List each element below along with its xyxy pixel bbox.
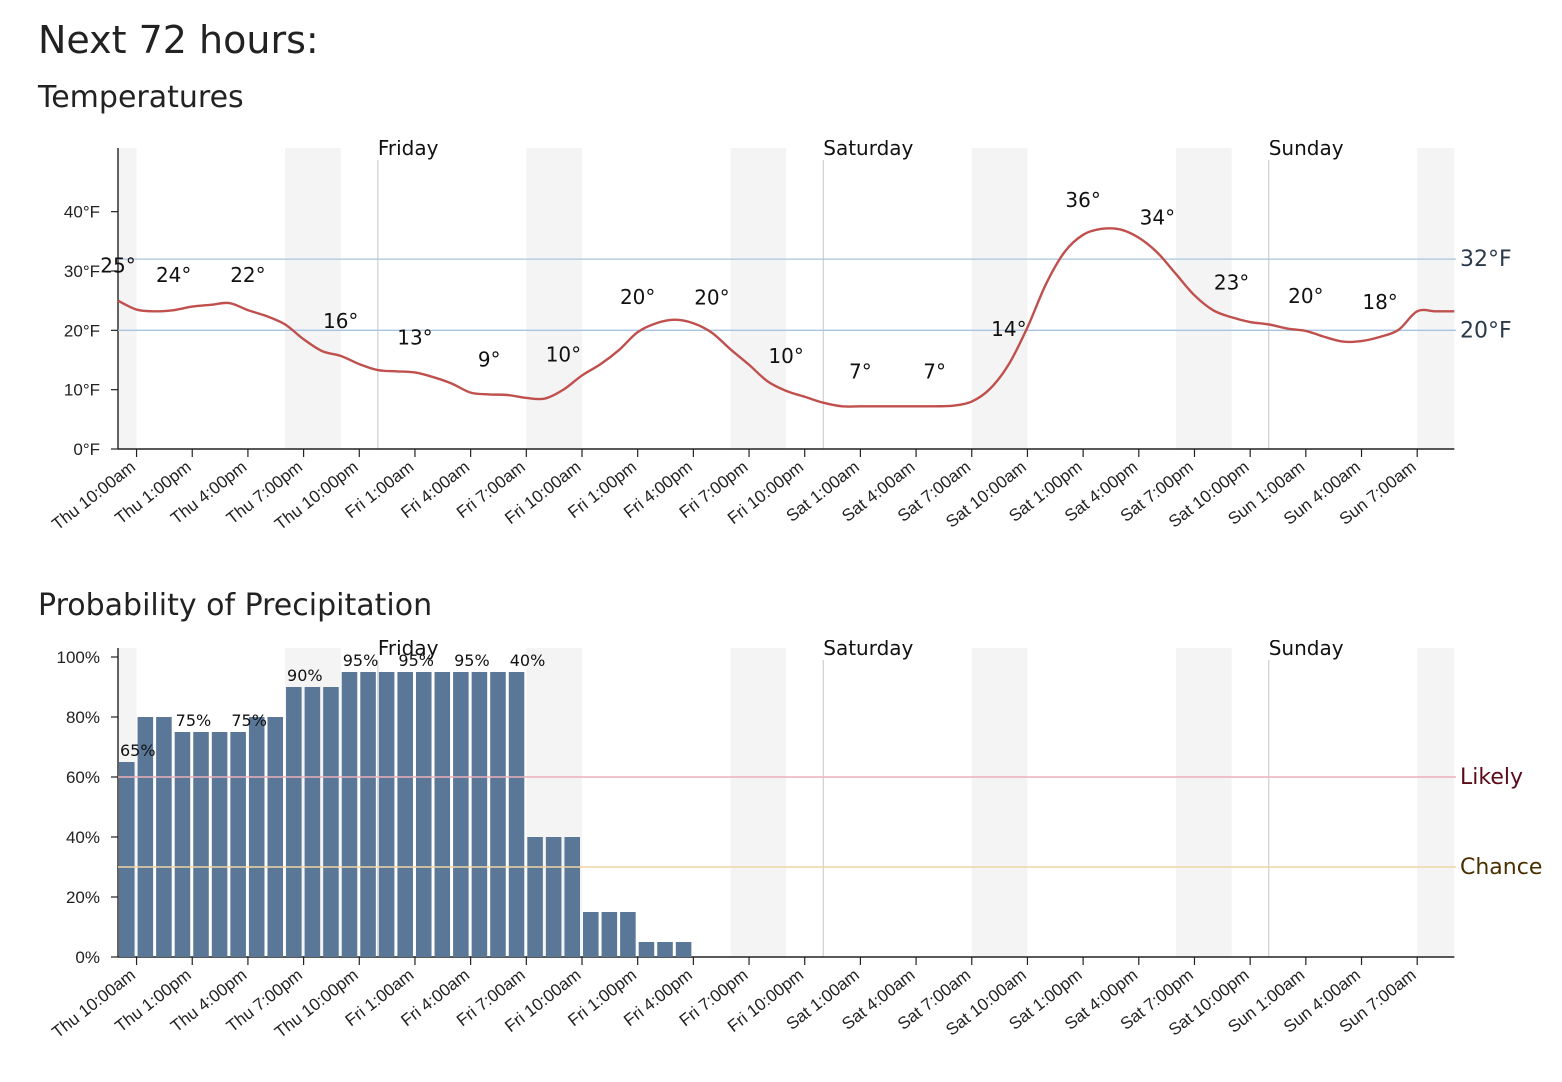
precipitation-bar — [564, 837, 580, 957]
precipitation-bar — [601, 912, 618, 957]
reference-line-label: 20°F — [1460, 318, 1512, 343]
y-tick-label: 40°F — [64, 203, 100, 222]
precipitation-bar — [583, 912, 599, 957]
night-band — [1417, 648, 1455, 957]
temperature-label: 20° — [694, 286, 729, 310]
precipitation-bar — [490, 672, 506, 957]
precipitation-bar — [119, 762, 135, 957]
precipitation-bar — [620, 912, 636, 957]
y-tick-label: 0°F — [73, 440, 100, 459]
precipitation-label: 40% — [510, 651, 546, 670]
night-band — [1175, 648, 1232, 957]
night-band — [730, 148, 787, 449]
y-tick-label: 0% — [75, 948, 100, 967]
temperature-label: 7° — [849, 359, 872, 383]
precipitation-bar — [211, 732, 228, 957]
night-band — [1175, 148, 1232, 449]
y-tick-label: 60% — [66, 768, 100, 787]
precipitation-bar — [453, 672, 469, 957]
precipitation-label: 90% — [287, 666, 323, 685]
precipitation-bar — [675, 942, 692, 957]
temperature-label: 25° — [100, 254, 135, 278]
temperature-label: 20° — [620, 285, 655, 309]
temperature-label: 22° — [230, 263, 265, 287]
reference-line-label: Likely — [1460, 765, 1523, 790]
precipitation-label: 95% — [343, 651, 379, 670]
precipitation-bar — [193, 732, 209, 957]
temperature-label: 14° — [991, 317, 1026, 341]
precipitation-bar — [508, 672, 525, 957]
precipitation-bar — [638, 942, 655, 957]
precipitation-bar — [378, 672, 395, 957]
temperature-chart-title: Temperatures — [38, 80, 244, 115]
precipitation-bar — [341, 672, 358, 957]
night-band — [118, 148, 137, 449]
precipitation-bar — [471, 672, 488, 957]
precipitation-label: 95% — [398, 651, 434, 670]
y-tick-label: 30°F — [64, 262, 100, 281]
precipitation-bar — [545, 837, 562, 957]
precipitation-bar — [304, 687, 321, 957]
y-tick-label: 40% — [66, 828, 100, 847]
reference-line-label: Chance — [1460, 855, 1542, 880]
day-label: Saturday — [823, 140, 913, 160]
night-band — [285, 148, 341, 449]
y-tick-label: 20% — [66, 888, 100, 907]
temperature-label: 10° — [768, 344, 803, 368]
precipitation-label: 95% — [454, 651, 490, 670]
precipitation-bar — [286, 687, 302, 957]
temperature-label: 23° — [1214, 270, 1249, 294]
temperature-label: 20° — [1288, 284, 1323, 308]
temperature-line — [117, 227, 1455, 408]
night-band — [730, 648, 787, 957]
page-title: Next 72 hours: — [38, 18, 319, 62]
temperature-label: 13° — [397, 325, 432, 349]
temperature-label: 36° — [1065, 188, 1100, 212]
temperature-label: 9° — [478, 347, 501, 371]
temperature-chart: Friday Saturday Sunday0°F10°F20°F30°F40°FT… — [48, 140, 1512, 534]
temperature-label: 10° — [546, 343, 581, 367]
night-band — [526, 148, 582, 449]
y-tick-label: 20°F — [64, 321, 100, 340]
temperature-label: 24° — [156, 263, 191, 287]
precipitation-label: 75% — [231, 711, 267, 730]
precipitation-bar — [360, 672, 376, 957]
night-band — [971, 648, 1028, 957]
precipitation-chart-title: Probability of Precipitation — [38, 588, 433, 623]
precipitation-bar — [248, 717, 265, 957]
y-tick-label: 10°F — [64, 381, 100, 400]
precipitation-bar — [174, 732, 191, 957]
precipitation-bar — [397, 672, 413, 957]
reference-line-label: 32°F — [1460, 247, 1512, 272]
precipitation-chart: Friday Saturday Sunday0%20%40%60%80%100%Th… — [48, 640, 1542, 1042]
precipitation-bar — [657, 942, 673, 957]
night-band — [971, 148, 1028, 449]
precipitation-bar — [415, 672, 432, 957]
precipitation-bar — [527, 837, 543, 957]
temperature-label: 7° — [923, 359, 946, 383]
day-label: Sunday — [1269, 140, 1344, 160]
day-label: Friday — [378, 140, 439, 160]
precipitation-bar — [323, 687, 339, 957]
precipitation-bar — [156, 717, 172, 957]
precipitation-label: 65% — [120, 741, 156, 760]
y-tick-label: 100% — [57, 648, 100, 667]
precipitation-bar — [267, 717, 284, 957]
night-band — [1417, 148, 1455, 449]
day-label: Friday — [378, 640, 439, 660]
day-label: Saturday — [823, 640, 913, 660]
temperature-label: 34° — [1140, 206, 1175, 230]
day-label: Sunday — [1269, 640, 1344, 660]
precipitation-bar — [230, 732, 246, 957]
temperature-label: 16° — [323, 309, 358, 333]
precipitation-label: 75% — [176, 711, 212, 730]
precipitation-bar — [434, 672, 451, 957]
temperature-label: 18° — [1362, 290, 1397, 314]
y-tick-label: 80% — [66, 708, 100, 727]
